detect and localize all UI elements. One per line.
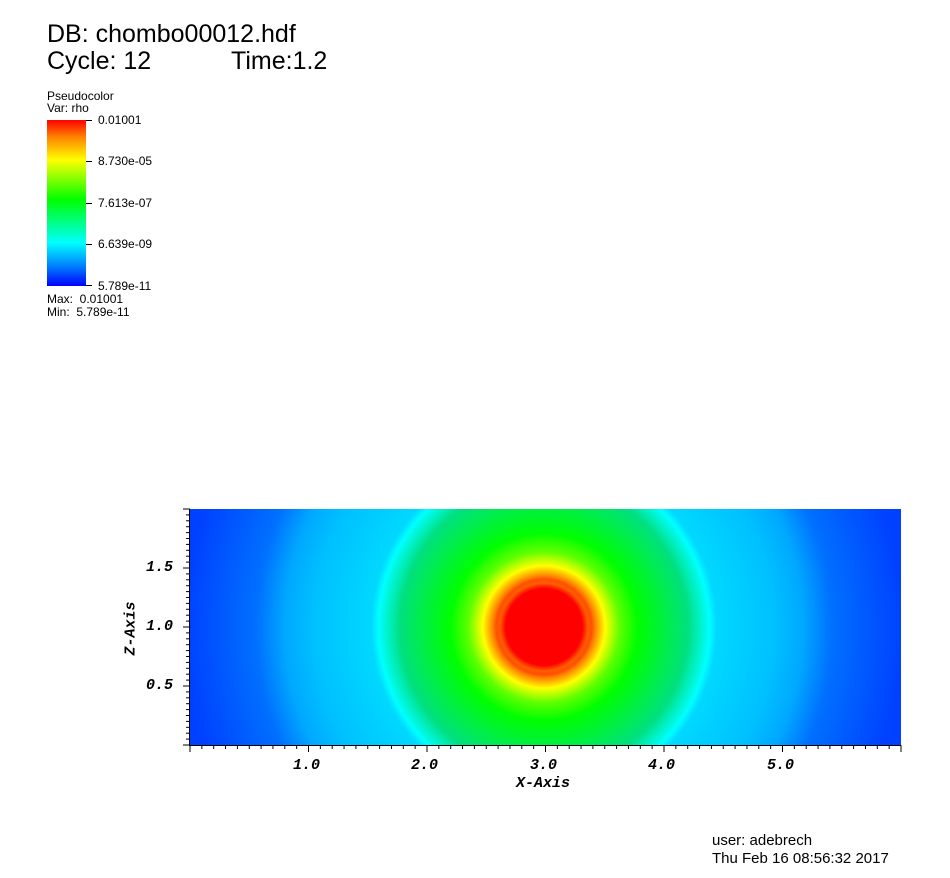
legend-tick [86, 244, 92, 245]
z-tick-label: 0.5 [146, 677, 174, 694]
legend-tick-label: 7.613e-07 [98, 196, 153, 210]
timestamp-label: Thu Feb 16 08:56:32 2017 [712, 850, 889, 867]
user-label: user: adebrech [712, 832, 813, 849]
legend-plot-type: Pseudocolor [47, 89, 114, 103]
cycle-label: Cycle: 12 [47, 47, 152, 75]
x-tick-label: 1.0 [293, 757, 321, 774]
x-tick-label: 2.0 [411, 757, 439, 774]
x-tick-label: 5.0 [767, 757, 795, 774]
legend-tick-label: 6.639e-09 [98, 237, 153, 251]
pseudocolor-plot [190, 509, 901, 745]
database-title: DB: chombo00012.hdf [47, 20, 296, 48]
x-tick-label: 3.0 [530, 757, 558, 774]
z-tick-label: 1.0 [146, 618, 174, 635]
legend-tick-label: 8.730e-05 [98, 154, 153, 168]
plot-svg [190, 509, 901, 745]
legend-min: Min: 5.789e-11 [47, 305, 130, 319]
legend-variable: Var: rho [47, 101, 89, 115]
legend-tick [86, 161, 92, 162]
z-axis-title: Z-Axis [122, 601, 140, 656]
legend-tick [86, 203, 92, 204]
legend-tick [86, 285, 92, 286]
time-label: Time:1.2 [231, 47, 328, 75]
x-axis-title: X-Axis [516, 775, 571, 792]
legend-colorbar [47, 120, 86, 286]
axis-ticks [183, 508, 902, 752]
density-core [496, 579, 592, 675]
legend-tick [86, 120, 92, 121]
x-tick-label: 4.0 [648, 757, 676, 774]
legend-max: Max: 0.01001 [47, 292, 124, 306]
z-tick-label: 1.5 [146, 559, 174, 576]
legend-tick-label: 5.789e-11 [98, 279, 152, 293]
legend-tick-label: 0.01001 [98, 113, 142, 127]
